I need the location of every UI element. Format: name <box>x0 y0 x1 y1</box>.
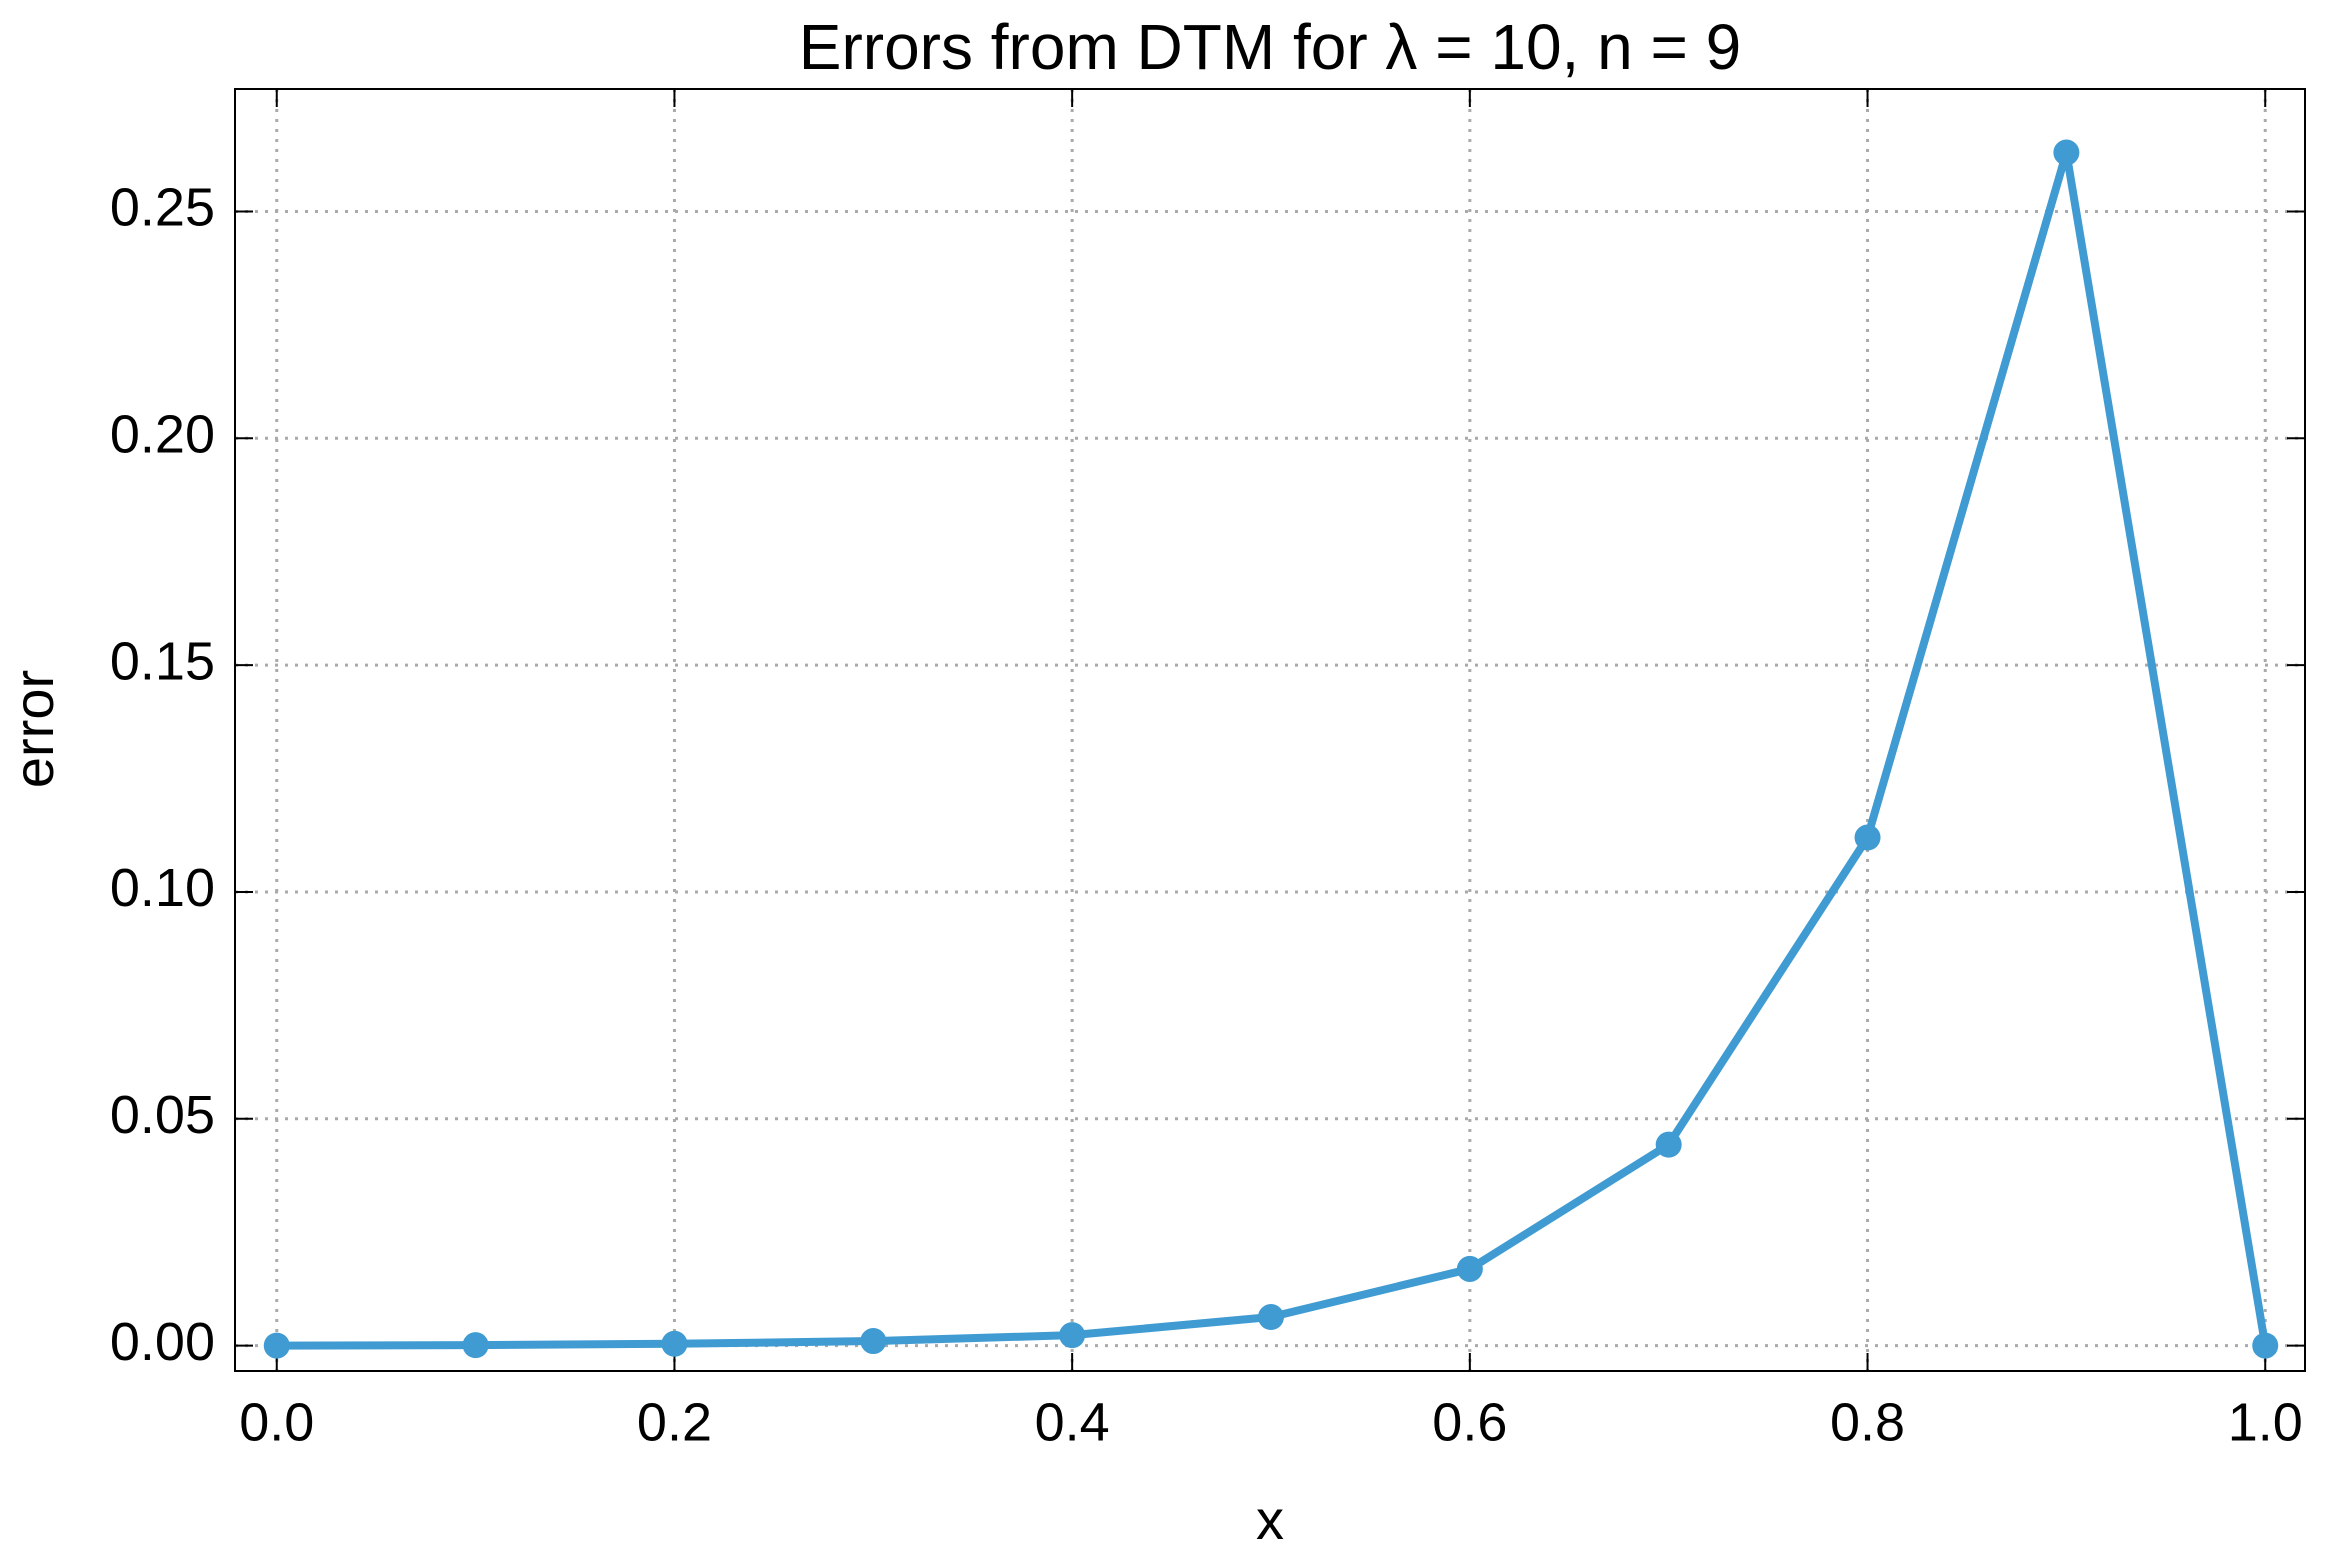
data-point <box>1854 824 1881 851</box>
y-tick-label: 0.00 <box>110 1312 215 1372</box>
x-tick-label: 0.8 <box>1830 1392 1905 1452</box>
y-tick-label: 0.20 <box>110 405 215 465</box>
x-tick-label: 0.2 <box>637 1392 712 1452</box>
data-point <box>1456 1255 1483 1282</box>
y-tick-label: 0.10 <box>110 858 215 918</box>
x-tick-label: 1.0 <box>2228 1392 2303 1452</box>
data-point <box>1257 1304 1284 1331</box>
data-point <box>661 1330 688 1357</box>
y-tick-label: 0.05 <box>110 1085 215 1145</box>
data-point <box>462 1332 489 1359</box>
x-tick-label: 0.6 <box>1432 1392 1507 1452</box>
x-tick-label: 0.0 <box>239 1392 314 1452</box>
chart-title: Errors from DTM for λ = 10, n = 9 <box>799 11 1741 83</box>
data-point <box>1059 1322 1086 1349</box>
data-point <box>2053 139 2080 166</box>
data-point <box>860 1328 887 1355</box>
y-axis-label: error <box>2 670 65 788</box>
data-line <box>276 148 2270 1350</box>
plot-frame <box>234 88 2306 1372</box>
data-point <box>263 1332 290 1359</box>
x-tick-label: 0.4 <box>1035 1392 1110 1452</box>
x-axis-label: x <box>1256 1488 1284 1551</box>
data-point <box>1655 1131 1682 1158</box>
data-point <box>2252 1332 2279 1359</box>
y-tick-label: 0.25 <box>110 178 215 238</box>
y-tick-label: 0.15 <box>110 631 215 691</box>
